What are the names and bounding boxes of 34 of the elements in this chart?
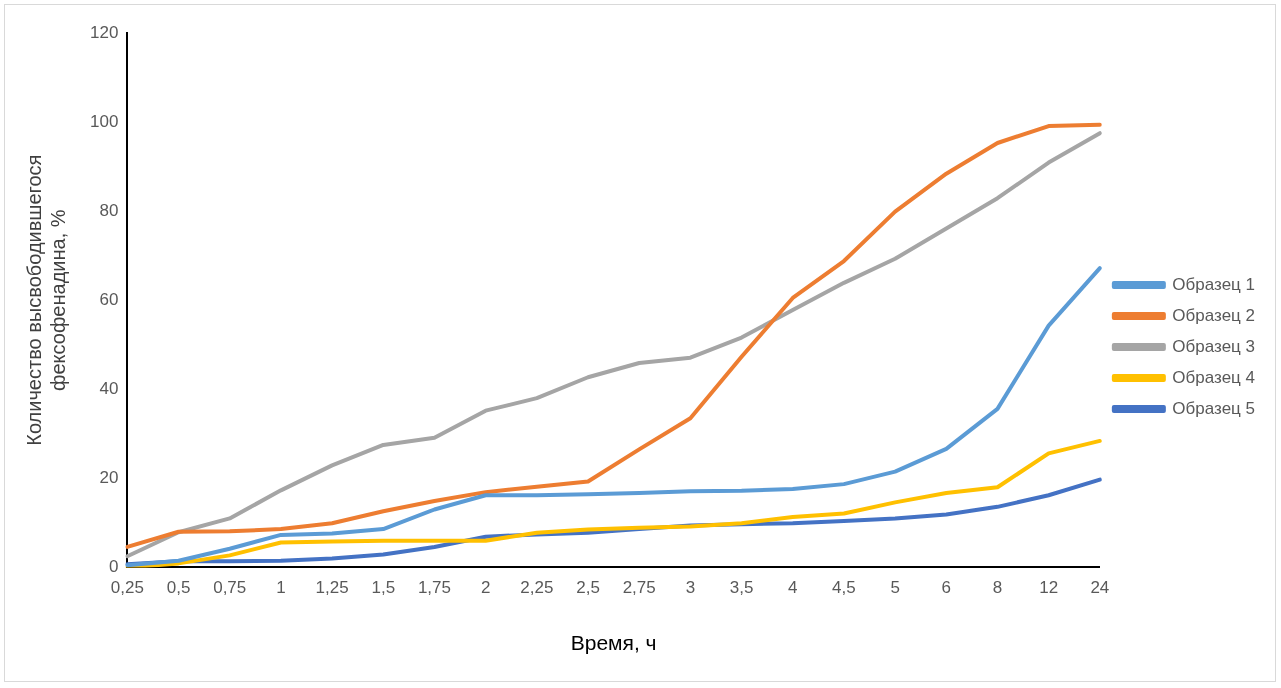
- y-tick-label: 40: [99, 378, 119, 398]
- x-tick-label: 6: [941, 578, 952, 598]
- x-tick-label: 2,5: [576, 578, 600, 598]
- legend-label: Образец 3: [1172, 336, 1256, 356]
- x-tick-label: 0,75: [213, 578, 247, 598]
- x-tick-label: 8: [992, 578, 1003, 598]
- x-tick-label: 0,25: [110, 578, 144, 598]
- x-axis-title: Время, ч: [570, 631, 657, 655]
- y-tick-label: 0: [108, 557, 119, 577]
- y-tick-label: 100: [89, 111, 119, 131]
- x-tick-label: 24: [1090, 578, 1110, 598]
- x-tick-label: 4: [788, 578, 798, 598]
- y-tick-label: 120: [89, 22, 119, 42]
- x-tick-label: 2,25: [520, 578, 554, 598]
- x-tick-label: 1,25: [315, 578, 349, 598]
- legend-label: Образец 5: [1172, 398, 1256, 418]
- x-tick-label: 12: [1039, 578, 1059, 598]
- x-tick-label: 3,5: [729, 578, 754, 598]
- x-tick-label: 0,5: [166, 578, 191, 598]
- y-axis-title: Количество высвободившегося фексофенадина, %: [22, 154, 69, 446]
- x-tick-label: 2,75: [622, 578, 656, 598]
- x-tick-label: 1: [276, 578, 286, 598]
- legend-label: Образец 1: [1172, 274, 1256, 294]
- y-tick-label: 20: [99, 468, 119, 488]
- y-tick-label: 60: [99, 289, 119, 309]
- x-tick-label: 4,5: [832, 578, 856, 598]
- x-tick-label: 5: [890, 578, 900, 598]
- x-tick-label: 1,5: [371, 578, 396, 598]
- x-tick-label: 3: [685, 578, 696, 598]
- x-tick-label: 2: [480, 578, 491, 598]
- legend-label: Образец 2: [1172, 305, 1256, 325]
- legend-label: Образец 4: [1172, 367, 1256, 387]
- x-tick-label: 1,75: [417, 578, 452, 598]
- y-tick-label: 80: [99, 200, 119, 220]
